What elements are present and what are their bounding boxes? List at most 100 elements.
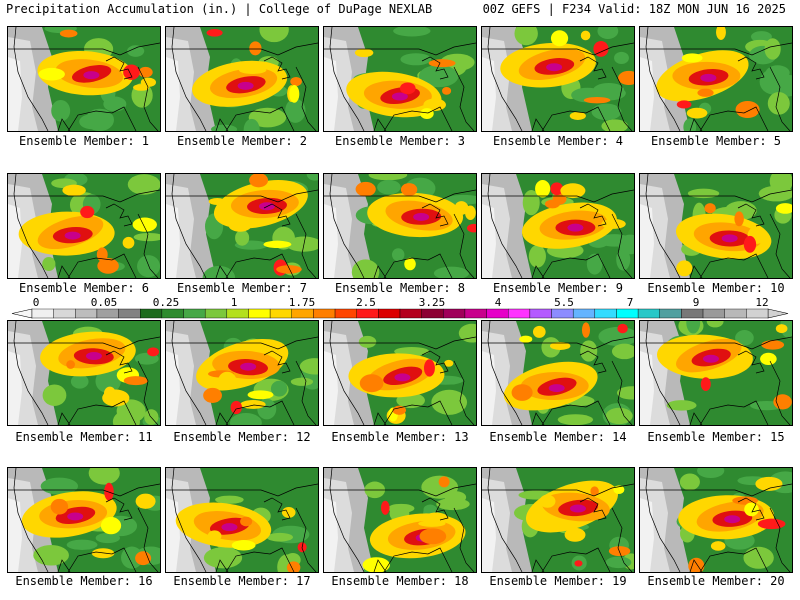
- ensemble-member-label: Ensemble Member: 7: [176, 281, 308, 295]
- colorbar-swatch: [269, 308, 292, 319]
- precipitation-map: [324, 468, 476, 572]
- precipitation-map: [640, 174, 792, 278]
- precipitation-map: [8, 174, 160, 278]
- colorbar-swatch: [291, 308, 314, 319]
- ensemble-member-label: Ensemble Member: 16: [15, 574, 153, 588]
- ensemble-member-map: [639, 320, 793, 426]
- precipitation-map: [640, 468, 792, 572]
- ensemble-member-map: [165, 467, 319, 573]
- precipitation-map: [166, 468, 318, 572]
- ensemble-member-label: Ensemble Member: 1: [18, 134, 150, 148]
- colorbar-swatch: [572, 308, 596, 319]
- ensemble-member-label: Ensemble Member: 17: [173, 574, 311, 588]
- ensemble-member-label: Ensemble Member: 19: [489, 574, 627, 588]
- map-title: Precipitation Accumulation (in.) | Colle…: [6, 2, 433, 16]
- ensemble-member-label: Ensemble Member: 14: [489, 430, 627, 444]
- colorbar-swatch: [443, 308, 466, 319]
- ensemble-member-map: [323, 320, 477, 426]
- precipitation-map: [324, 27, 476, 131]
- colorbar-tick-label: 0: [33, 296, 40, 309]
- colorbar-swatch: [659, 308, 682, 319]
- precipitation-map: [166, 321, 318, 425]
- model-run-info: 00Z GEFS | F234 Valid: 18Z MON JUN 16 20…: [482, 2, 786, 16]
- colorbar-tick-label: 3.25: [419, 296, 446, 309]
- ensemble-member-label: Ensemble Member: 2: [176, 134, 308, 148]
- colorbar-swatch: [551, 308, 574, 319]
- ensemble-member-map: [639, 26, 793, 132]
- colorbar-swatch: [702, 308, 725, 319]
- ensemble-member-label: Ensemble Member: 4: [492, 134, 624, 148]
- precipitation-map: [482, 27, 634, 131]
- colorbar-swatch: [529, 308, 552, 319]
- ensemble-member-map: [165, 320, 319, 426]
- colorbar-swatch: [248, 308, 271, 319]
- ensemble-member-label: Ensemble Member: 9: [492, 281, 624, 295]
- ensemble-member-label: Ensemble Member: 15: [647, 430, 785, 444]
- ensemble-member-map: [323, 26, 477, 132]
- ensemble-member-map: [481, 467, 635, 573]
- colorbar-swatch: [118, 308, 141, 319]
- precipitation-map: [640, 27, 792, 131]
- ensemble-member-label: Ensemble Member: 20: [647, 574, 785, 588]
- precipitation-map: [166, 27, 318, 131]
- ensemble-member-label: Ensemble Member: 8: [334, 281, 466, 295]
- colorbar-tick-label: 12: [755, 296, 768, 309]
- colorbar-swatch: [681, 308, 704, 319]
- ensemble-member-map: [323, 173, 477, 279]
- ensemble-member-map: [323, 467, 477, 573]
- colorbar-swatch: [31, 308, 54, 319]
- colorbar-tick-label: 1.75: [289, 296, 316, 309]
- colorbar-left-arrow: [11, 308, 33, 319]
- colorbar-tick-label: 7: [627, 296, 634, 309]
- colorbar-swatch: [183, 308, 206, 319]
- ensemble-member-label: Ensemble Member: 12: [173, 430, 311, 444]
- colorbar-tick-label: 1: [231, 296, 238, 309]
- colorbar-tick-label: 0.05: [91, 296, 118, 309]
- ensemble-member-map: [165, 173, 319, 279]
- colorbar-swatch: [378, 308, 401, 319]
- precipitation-map: [8, 468, 160, 572]
- colorbar-swatch: [486, 308, 509, 319]
- ensemble-member-label: Ensemble Member: 11: [15, 430, 153, 444]
- ensemble-member-map: [639, 173, 793, 279]
- ensemble-member-label: Ensemble Member: 3: [334, 134, 466, 148]
- colorbar-tick-label: 0.25: [153, 296, 180, 309]
- colorbar-swatch: [140, 308, 163, 319]
- colorbar-swatch: [616, 308, 639, 319]
- colorbar-swatch: [421, 308, 444, 319]
- colorbar-tick-label: 4: [495, 296, 502, 309]
- ensemble-member-map: [481, 26, 635, 132]
- precipitation-color-scale: 0 0.05 0.25 1 1.75 2.5 3.25 4 5.5 7 9 12: [11, 296, 789, 319]
- ensemble-member-map: [7, 467, 161, 573]
- precipitation-map: [166, 174, 318, 278]
- colorbar-swatch: [508, 308, 531, 319]
- colorbar-swatch: [746, 308, 769, 319]
- colorbar-swatch: [161, 308, 184, 319]
- ensemble-member-map: [481, 320, 635, 426]
- colorbar-swatch: [637, 308, 660, 319]
- colorbar-swatch: [594, 308, 617, 319]
- ensemble-member-map: [7, 173, 161, 279]
- precipitation-map: [482, 174, 634, 278]
- colorbar-swatch: [75, 308, 98, 319]
- colorbar-swatch: [96, 308, 119, 319]
- colorbar-swatch: [356, 308, 379, 319]
- ensemble-member-map: [165, 26, 319, 132]
- colorbar-swatch: [724, 308, 747, 319]
- ensemble-member-map: [481, 173, 635, 279]
- precipitation-map: [640, 321, 792, 425]
- ensemble-member-label: Ensemble Member: 18: [331, 574, 469, 588]
- ensemble-member-map: [639, 467, 793, 573]
- precipitation-map: [8, 27, 160, 131]
- ensemble-member-label: Ensemble Member: 6: [18, 281, 150, 295]
- colorbar-swatch: [53, 308, 76, 319]
- precipitation-map: [324, 321, 476, 425]
- ensemble-member-label: Ensemble Member: 10: [647, 281, 785, 295]
- colorbar-swatch: [464, 308, 487, 319]
- colorbar-swatch: [226, 308, 249, 319]
- colorbar-tick-label: 2.5: [356, 296, 376, 309]
- precipitation-map: [482, 468, 634, 572]
- precipitation-map: [324, 174, 476, 278]
- colorbar-swatch: [313, 308, 336, 319]
- ensemble-member-label: Ensemble Member: 13: [331, 430, 469, 444]
